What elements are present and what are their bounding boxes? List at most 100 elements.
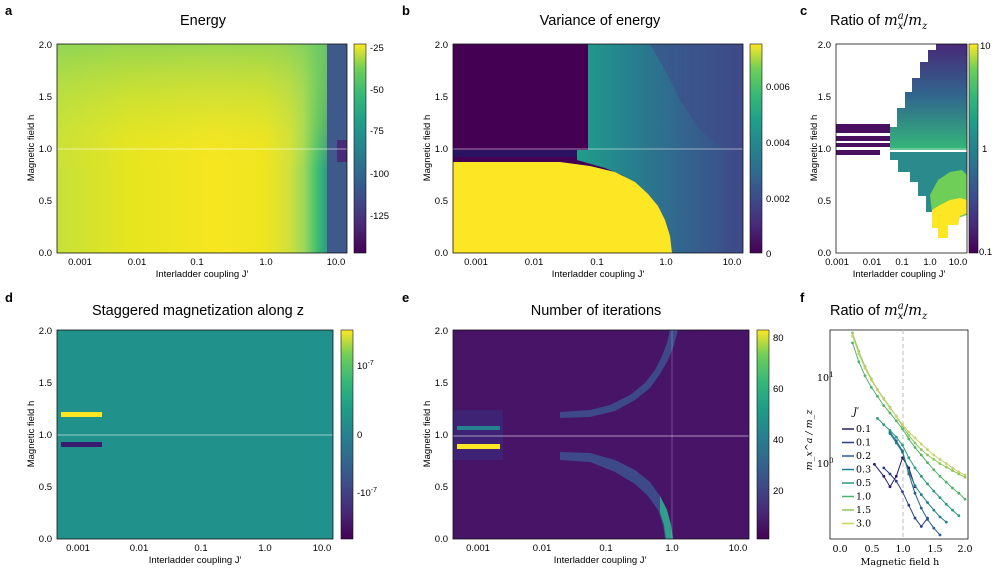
xtick: 1.0 [895,544,910,555]
data-point [913,436,917,440]
data-point [882,404,886,407]
data-point [851,334,854,338]
staggered-high-strip [61,412,102,417]
data-point [913,441,917,445]
panel-label-f: f [800,290,805,305]
data-point [926,518,929,521]
data-point [863,374,867,378]
series-line-4 [877,418,960,517]
data-point [901,423,904,427]
xtick: 2.0 [957,544,972,555]
staggered-low-strip [61,442,102,447]
data-point [894,435,898,439]
iterations-mid-strip [457,426,500,430]
ratio-strip-1 [836,124,890,133]
data-point [907,434,911,437]
data-point [888,432,892,435]
panel-b-xlabel: Interladder coupling J′ [552,269,645,280]
xtick: 0.1 [895,257,908,268]
data-point [926,501,929,504]
panel-e-xlabel: Interladder coupling J′ [554,555,647,566]
data-point [913,446,917,449]
ytick: 0.0 [435,248,448,259]
data-point [957,470,961,474]
data-point [932,489,936,493]
ytick: 0.5 [435,196,448,207]
panel-e-colorbar [756,329,770,540]
xtick: 0.1 [599,543,612,554]
ytick: 0.0 [818,248,831,259]
ratio-upper-region [890,44,967,150]
ratio-strip-2 [836,136,890,141]
data-point [873,462,876,466]
panel-a-cbar-ticks: -25 -50 -75 -100 -125 [370,43,389,222]
xtick: 1.5 [927,544,942,555]
cbar-tick: 0.006 [766,82,790,93]
xtick: 10.0 [313,543,332,554]
data-point [926,448,929,452]
panel-e-cbar-ticks: 80 60 40 20 [773,333,784,497]
cbar-tick: 40 [773,435,784,446]
ytick: 0.5 [39,482,52,493]
legend-label: 3.0 [856,519,871,530]
data-point [888,406,892,410]
series-line-3 [889,433,947,523]
data-point [907,470,911,474]
xtick: 1.0 [923,257,936,268]
cbar-tick: -25 [370,43,384,54]
data-point [851,331,854,335]
legend-title: J′ [851,407,860,418]
ytick: 1.5 [435,92,448,103]
cbar-tick: 60 [773,384,784,395]
xtick: 0.01 [525,257,544,268]
data-point [907,437,911,441]
ytick: 1.5 [39,92,52,103]
xtick: 0.01 [533,543,552,554]
panel-a-colorbar [353,43,367,254]
xtick: 0.1 [190,257,203,268]
data-point [907,430,911,434]
panel-c-xlabel: Interladder coupling J′ [853,269,946,280]
data-point [919,442,923,446]
xtick: 0.001 [464,257,488,268]
data-point [951,466,954,470]
panel-b: b Variance of energy 0.0 0.5 1.0 1.5 2.0… [402,3,790,280]
panel-c-cbar-ticks: 10 1 0.1 [979,41,992,258]
panel-d-yticks: 0.0 0.5 1.0 1.5 2.0 [39,326,52,545]
data-point [944,520,948,524]
data-point [932,508,936,512]
panel-f-xticks: 0.0 0.5 1.0 1.5 2.0 [832,544,972,555]
data-point [901,427,904,431]
panel-f-frame [829,329,969,540]
data-point [919,448,923,452]
data-point [932,468,936,472]
data-point [938,458,942,461]
panel-d-frame [56,329,334,540]
panel-c-frame [835,43,968,254]
data-point [882,423,886,427]
cbar-tick: 0.1 [979,247,992,258]
data-point [926,453,929,457]
ytick: 100 [817,457,834,470]
data-point [944,502,948,506]
data-point [888,485,892,489]
ytick: 1.0 [435,430,448,441]
xtick: 0.01 [130,543,149,554]
panel-f-series [851,331,967,537]
legend-label: 0.3 [856,465,871,476]
xtick: 10.0 [327,257,346,268]
data-point [901,450,904,454]
data-point [894,479,898,483]
ytick: 0.0 [39,534,52,545]
data-point [894,414,898,418]
cbar-tick: 0.002 [766,194,790,205]
ytick: 1.5 [435,378,448,389]
data-point [882,474,886,478]
panel-f-title: Ratio of ma x/mz [830,301,928,322]
cbar-tick: -125 [370,211,389,222]
data-point [957,514,961,518]
data-point [876,388,879,392]
data-point [876,417,879,420]
data-point [963,473,967,477]
